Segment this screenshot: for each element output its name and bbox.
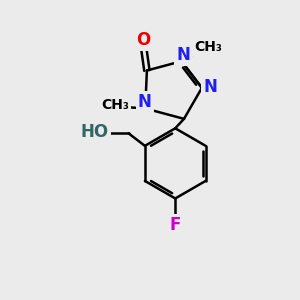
Text: N: N	[176, 46, 190, 64]
Text: O: O	[136, 31, 151, 49]
Text: HO: HO	[81, 123, 109, 141]
Text: F: F	[169, 216, 181, 234]
Text: N: N	[138, 93, 152, 111]
Text: CH₃: CH₃	[194, 40, 222, 54]
Text: N: N	[203, 78, 217, 96]
Text: CH₃: CH₃	[101, 98, 129, 112]
